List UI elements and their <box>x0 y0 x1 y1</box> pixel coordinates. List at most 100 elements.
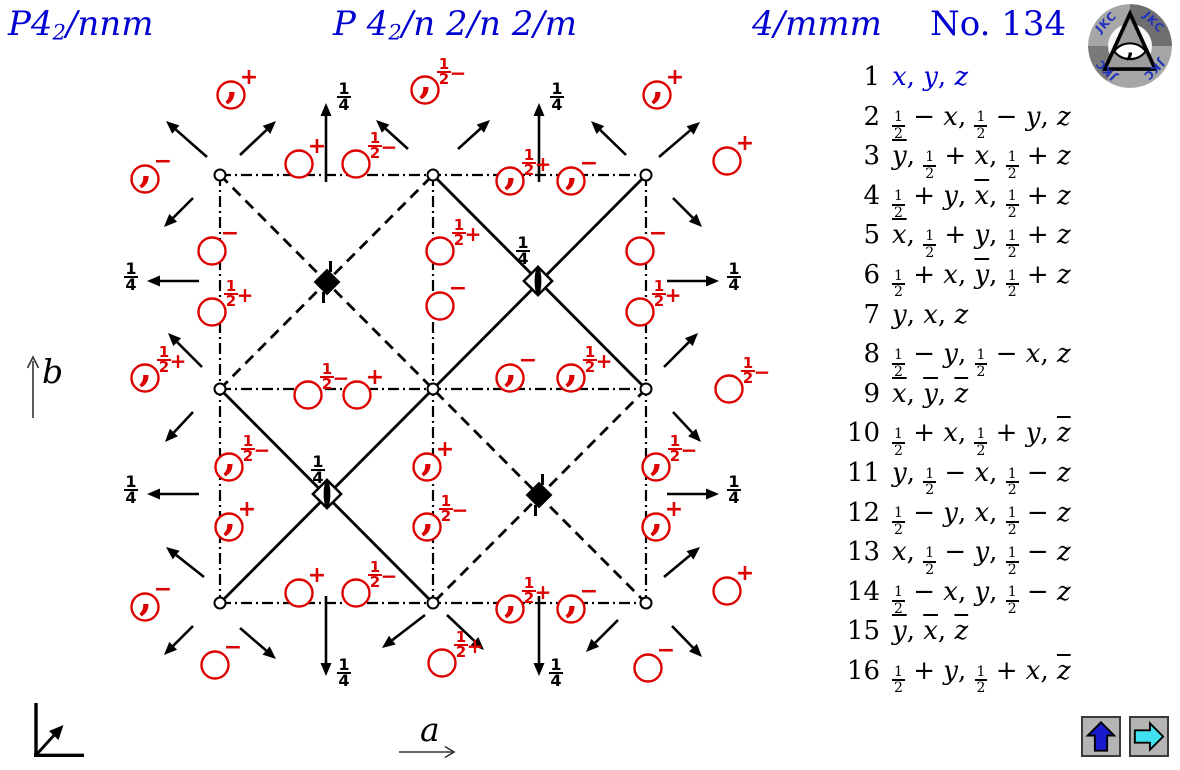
svg-text:2: 2 <box>441 507 451 525</box>
twofold-diagonal-arrow <box>164 625 194 655</box>
height-label-sign: + <box>666 65 684 90</box>
svg-text:2: 2 <box>585 358 595 376</box>
cell-node-circle <box>426 596 440 610</box>
height-label-sign: + <box>467 634 484 658</box>
height-label-fraction: 12 <box>522 574 536 607</box>
height-label-sign: + <box>366 365 384 390</box>
cell-node-circle <box>639 596 653 610</box>
svg-text:,: , <box>139 345 152 390</box>
position-number: 12 <box>846 497 880 528</box>
height-label-sign: + <box>665 283 682 307</box>
svg-text:,: , <box>225 62 238 107</box>
twofold-diagonal-arrow <box>165 411 194 442</box>
general-position-circle: + <box>197 283 254 327</box>
height-label-sign: + <box>237 283 254 307</box>
height-label-sign: − <box>681 438 698 462</box>
svg-text:1: 1 <box>159 343 169 361</box>
twofold-diagonal-arrow <box>663 333 698 368</box>
twofold-axis-arrow <box>533 103 545 182</box>
svg-text:2: 2 <box>524 589 534 607</box>
svg-text:1: 1 <box>517 233 528 252</box>
position-number: 8 <box>863 339 880 370</box>
svg-text:1: 1 <box>125 259 136 278</box>
svg-text:2: 2 <box>370 144 380 162</box>
svg-text:1: 1 <box>243 432 253 450</box>
logo-ring-dark-segment <box>1130 4 1172 47</box>
height-label-fraction: 12 <box>224 277 238 310</box>
height-label-fraction: 12 <box>320 360 334 393</box>
position-number: 1 <box>863 62 880 92</box>
nav-next-button[interactable] <box>1129 716 1169 757</box>
general-position-circle: + <box>284 134 326 179</box>
height-label-sign: − <box>450 61 467 85</box>
height-label-fraction: 12 <box>368 129 382 162</box>
twofold-axis-arrow <box>667 488 719 500</box>
twofold-diagonal-arrow <box>239 121 276 156</box>
general-position-circle-comma: , + <box>495 576 551 624</box>
height-label-fraction: 12 <box>522 146 536 179</box>
svg-text:4: 4 <box>338 95 349 114</box>
svg-text:4: 4 <box>550 671 561 690</box>
general-position-circle-comma: , − <box>410 57 467 105</box>
quarter-height-label: 14 <box>124 472 138 507</box>
svg-text:1: 1 <box>670 432 680 450</box>
fourfold-screw-axis-symbol <box>525 474 553 516</box>
twofold-axis-arrow <box>667 275 719 287</box>
general-position-circle: − <box>293 366 350 410</box>
height-label-sign: − <box>224 635 242 660</box>
general-position-circle-comma: , − <box>556 576 598 624</box>
position-number: 15 <box>846 616 880 647</box>
svg-text:,: , <box>650 494 663 539</box>
svg-text:1: 1 <box>551 79 562 98</box>
svg-text:,: , <box>139 574 152 619</box>
position-number: 10 <box>846 418 880 449</box>
position-number: 13 <box>846 537 880 568</box>
height-label-sign: − <box>333 366 350 390</box>
svg-text:1: 1 <box>585 343 595 361</box>
cell-node-circle <box>213 168 227 182</box>
svg-text:2: 2 <box>454 231 464 249</box>
height-label-sign: − <box>519 348 537 373</box>
position-number: 9 <box>863 378 880 409</box>
svg-text:,: , <box>139 146 152 191</box>
twofold-axis-arrow <box>320 596 332 676</box>
svg-text:1: 1 <box>370 129 380 147</box>
a-axis-arrow <box>399 745 456 759</box>
twofold-diagonal-arrow <box>586 619 619 652</box>
general-position-circle: − <box>633 638 675 683</box>
height-label-sign: + <box>736 561 754 586</box>
svg-text:1: 1 <box>524 146 534 164</box>
twofold-axis-arrow <box>533 596 545 676</box>
symmetry-plane-line-dashed <box>219 174 647 604</box>
height-label-fraction: 12 <box>437 55 451 88</box>
quarter-height-label: 14 <box>727 472 741 507</box>
svg-text:1: 1 <box>728 472 739 491</box>
right-arrow-icon <box>1133 720 1165 753</box>
svg-text:,: , <box>223 434 236 479</box>
svg-text:,: , <box>419 57 432 102</box>
svg-text:2: 2 <box>243 447 253 465</box>
position-number: 7 <box>863 299 880 330</box>
general-position-circle: + <box>425 222 481 266</box>
position-entry: 15 y, x, z <box>840 616 1172 656</box>
general-position-circle: + <box>712 131 754 176</box>
quarter-height-label: 14 <box>337 79 351 114</box>
position-number: 16 <box>846 655 880 686</box>
height-label-fraction: 12 <box>668 432 682 465</box>
nav-up-button[interactable] <box>1081 716 1121 757</box>
general-position-circle: + <box>712 561 754 606</box>
cell-node-circle <box>213 596 227 610</box>
twofold-diagonal-arrow <box>382 613 426 648</box>
svg-text:2: 2 <box>670 447 680 465</box>
general-position-circle-comma: , − <box>556 148 598 196</box>
general-position-circle: + <box>625 283 682 327</box>
